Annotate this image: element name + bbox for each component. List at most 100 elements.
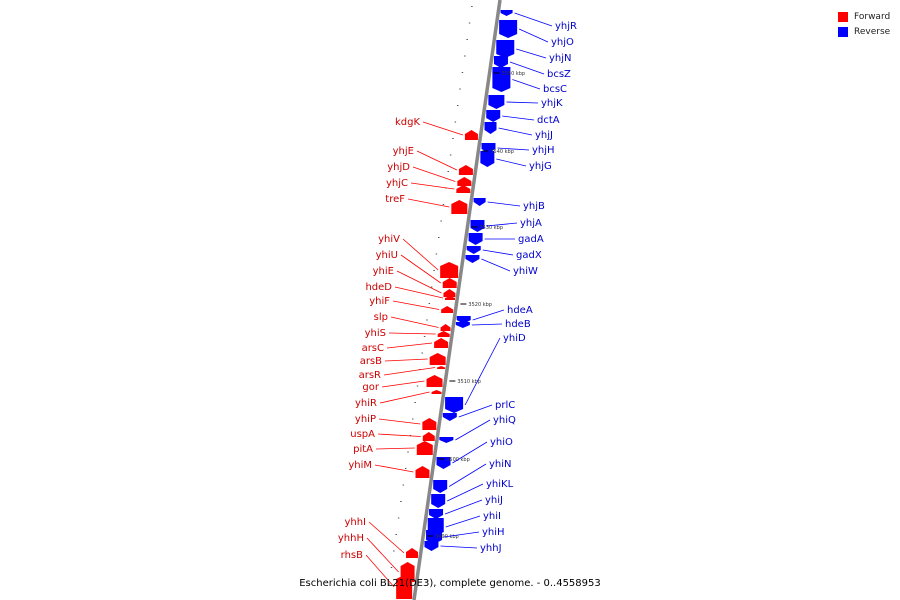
gene-label-yhiQ: yhiQ <box>493 415 516 426</box>
gene-label-yhhI: yhhI <box>344 517 366 528</box>
gene-label-yhjN: yhjN <box>549 53 572 64</box>
forward-gene-arsC <box>434 338 449 348</box>
leader-yhiM <box>374 464 414 473</box>
map-dot <box>400 501 402 502</box>
leader-yhhI <box>368 521 405 554</box>
gene-label-yhjD: yhjD <box>387 162 410 173</box>
forward-gene-yhjC <box>456 185 471 193</box>
map-dot <box>397 517 400 519</box>
leader-yhiF <box>392 300 440 310</box>
gene-label-yhhH: yhhH <box>338 533 364 544</box>
leader-yhjH <box>497 147 530 151</box>
gene-label-yhjH: yhjH <box>532 145 555 156</box>
map-dot <box>388 583 390 585</box>
reverse-gene-yhiO <box>436 457 451 469</box>
map-dot <box>449 154 452 156</box>
leader-yhjD <box>412 166 456 182</box>
leader-yhjN <box>516 48 547 59</box>
gene-label-yhiU: yhiU <box>376 250 398 261</box>
forward-gene-treF <box>451 200 468 214</box>
gene-label-yhiJ: yhiJ <box>485 495 503 506</box>
gene-label-yhiW: yhiW <box>513 266 538 277</box>
leader-arsB <box>384 358 428 362</box>
legend-label-reverse: Reverse <box>854 26 891 37</box>
leader-bcsC <box>512 79 541 90</box>
gene-label-yhiH: yhiH <box>482 527 505 538</box>
leader-gadX <box>482 249 514 256</box>
gene-labels: kdgK yhjE yhjD yhjC treF yhiV yhiU yhiE hdeD yhiF… <box>338 21 577 561</box>
gene-label-dctA: dctA <box>537 115 560 126</box>
map-dot <box>426 319 428 321</box>
tick-label: 3540 kbp <box>490 149 514 155</box>
map-dot <box>459 88 461 90</box>
gene-label-yhjO: yhjO <box>551 37 574 48</box>
reverse-gene-yhiH <box>426 530 443 544</box>
gene-label-yhjE: yhjE <box>393 146 414 157</box>
forward-gene-arsB <box>429 353 446 365</box>
map-dot <box>433 270 435 271</box>
forward-gene-yhiM <box>415 466 430 478</box>
gene-label-arsR: arsR <box>359 370 381 381</box>
gene-label-yhiF: yhiF <box>369 296 390 307</box>
gene-label-arsC: arsC <box>362 343 384 354</box>
leader-dctA <box>502 115 535 121</box>
gene-label-yhiV: yhiV <box>378 234 400 245</box>
leader-yhjE <box>416 150 458 171</box>
reverse-gene-yhjK <box>488 95 505 109</box>
genome-caption: Escherichia coli BL21(DE3), complete gen… <box>299 578 601 589</box>
legend-item-reverse: Reverse <box>838 24 890 39</box>
forward-gene-uspA <box>422 432 435 441</box>
gene-label-kdgK: kdgK <box>395 117 420 128</box>
gene-label-gor: gor <box>362 382 379 393</box>
forward-gene-yhiP <box>422 418 437 430</box>
gene-label-yhiS: yhiS <box>365 328 386 339</box>
forward-gene-yhiR <box>431 390 442 394</box>
reverse-gene-yhiD <box>445 397 464 413</box>
forward-gene-yhhI <box>406 548 419 558</box>
map-dot <box>430 286 433 288</box>
gene-label-yhjR: yhjR <box>555 21 577 32</box>
leader-yhjB <box>487 201 521 207</box>
gene-label-yhiM: yhiM <box>348 460 372 471</box>
map-dot <box>407 451 409 453</box>
gene-label-slp: slp <box>374 312 388 323</box>
reverse-gene-hdeB <box>455 322 470 328</box>
map-dot <box>435 253 438 255</box>
leader-yhiN <box>448 463 487 487</box>
tick-label: 3510 kbp <box>457 379 481 385</box>
leader-pitA <box>375 447 415 450</box>
leader-yhjA <box>486 222 518 227</box>
map-dot <box>404 468 407 469</box>
map-dot <box>423 336 426 337</box>
forward-swatch <box>838 11 848 22</box>
leader-yhiD <box>464 337 501 406</box>
gene-label-yhiI: yhiI <box>483 511 501 522</box>
map-dot <box>454 121 457 123</box>
gene-label-yhiO: yhiO <box>490 437 513 448</box>
leader-yhiKL <box>447 483 484 502</box>
map-dot <box>468 22 471 24</box>
leader-yhiR <box>379 391 430 404</box>
gene-label-yhjJ: yhjJ <box>535 130 553 141</box>
reverse-gene-prlC <box>442 413 457 421</box>
forward-gene-gor <box>426 375 443 387</box>
leader-yhiJ <box>444 499 483 515</box>
map-dot <box>442 204 445 205</box>
leader-yhiU <box>400 254 441 284</box>
reverse-gene-dctA <box>486 110 501 122</box>
leader-yhiI <box>445 515 481 528</box>
reverse-gene-yhjR <box>500 10 513 16</box>
gene-label-yhiKL: yhiKL <box>486 479 514 490</box>
leader-yhjJ <box>498 127 533 136</box>
leader-yhjC <box>410 182 455 190</box>
tick-label: 3490 kbp <box>435 534 459 540</box>
leader-yhjK <box>506 101 539 104</box>
leader-arsC <box>386 342 433 349</box>
reverse-gene-yhiJ <box>429 509 444 519</box>
map-dot <box>452 138 454 139</box>
legend: Forward Reverse <box>838 9 890 39</box>
gene-label-yhjA: yhjA <box>520 218 542 229</box>
gene-label-bcsZ: bcsZ <box>547 69 571 80</box>
leader-yhiO <box>452 441 488 464</box>
